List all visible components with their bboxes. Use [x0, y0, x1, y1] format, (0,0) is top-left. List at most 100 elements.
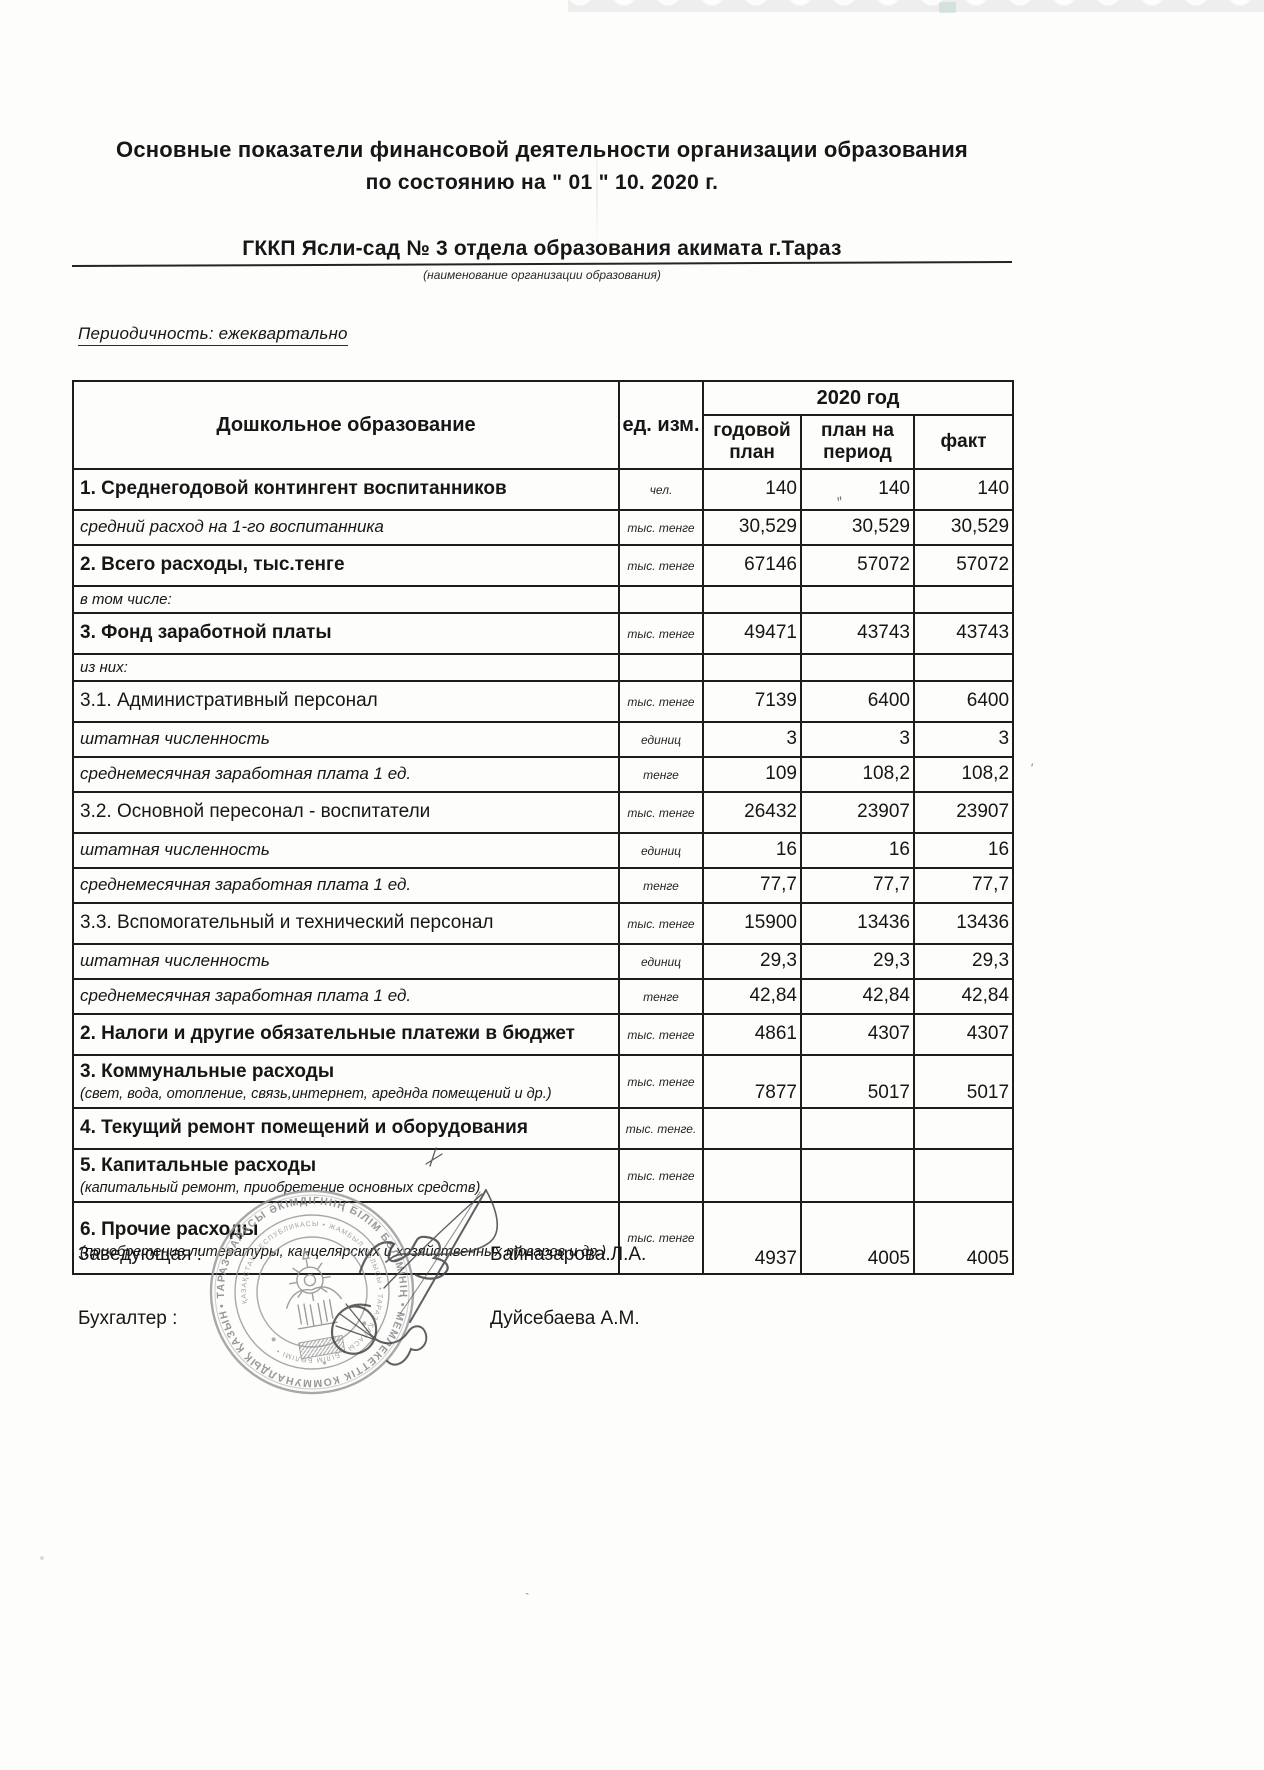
row-period-plan-cell: 3: [800, 721, 915, 758]
row-unit-cell: тыс. тенге: [618, 1148, 704, 1203]
row-label-cell: средний расход на 1-го воспитанника: [72, 509, 620, 546]
row-annual-plan-cell: 4861: [702, 1013, 802, 1056]
row-period-plan-cell: 108,2: [800, 756, 915, 793]
row-label: штатная численность: [80, 840, 270, 860]
round-seal-stamp: • ТАРАЗ ҚАЛАСЫ ӘКІМДІГІНІҢ БІЛІМ БӨЛІМІН…: [200, 1184, 424, 1400]
row-period-plan-cell: 43743: [800, 612, 915, 655]
row-label: 3.1. Административный персонал: [80, 690, 378, 712]
row-label: средний расход на 1-го воспитанника: [80, 517, 384, 537]
signature-role: Заведующая :: [78, 1244, 202, 1265]
kazakhstan-emblem-icon: [285, 1248, 343, 1330]
signature-stroke: [399, 1191, 481, 1315]
row-period-plan-cell: [800, 585, 915, 614]
document-title: Основные показатели финансовой деятельно…: [72, 136, 1012, 196]
row-unit-cell: тыс. тенге: [618, 1013, 704, 1056]
accountant-signature-hatch: [335, 1303, 377, 1341]
row-label: 4. Текущий ремонт помещений и оборудован…: [80, 1117, 528, 1139]
row-annual-plan-cell: 42,84: [702, 978, 802, 1015]
table-row: среднемесячная заработная плата 1 ед. тен…: [72, 867, 1015, 904]
ink-speck: `: [523, 1589, 535, 1606]
row-fact-cell: 6400: [912, 680, 1015, 723]
row-period-plan-cell: 5017: [800, 1054, 915, 1109]
row-annual-plan-cell: 3: [702, 721, 802, 758]
row-label-cell: штатная численность: [72, 832, 620, 869]
table-row: среднемесячная заработная плата 1 ед. тен…: [72, 978, 1015, 1015]
row-period-plan-cell: 13436: [800, 902, 915, 945]
table-row: 3.1. Административный персонал тыс. тенге…: [72, 680, 1015, 723]
row-fact-cell: 29,3: [912, 943, 1015, 980]
table-row: штатная численность единиц 29,3 29,3 29,3: [72, 943, 1015, 980]
row-fact-cell: 108,2: [912, 756, 1015, 793]
row-label: 1. Среднегодовой контингент воспитаннико…: [80, 478, 507, 500]
row-label-cell: 2. Налоги и другие обязательные платежи …: [72, 1013, 620, 1056]
row-annual-plan-cell: [702, 1107, 802, 1150]
row-fact-cell: 3: [912, 721, 1015, 758]
row-fact-cell: 16: [912, 832, 1015, 869]
accountant-signature-loop: [330, 1303, 378, 1355]
row-label-cell: 3.1. Административный персонал: [72, 680, 620, 723]
row-unit-cell: тенге: [618, 756, 704, 793]
table-row: средний расход на 1-го воспитанника тыс. …: [72, 509, 1015, 546]
row-annual-plan-cell: 7877: [702, 1054, 802, 1109]
signature-stroke: [385, 1189, 498, 1263]
row-label-cell: штатная численность: [72, 943, 620, 980]
row-fact-cell: 42,84: [912, 978, 1015, 1015]
column-header-unit: ед. изм.: [618, 380, 704, 470]
row-period-plan-cell: 23907: [800, 791, 915, 834]
financial-indicators-table: Дошкольное образование ед. изм. 2020 год…: [72, 380, 1015, 1275]
row-period-plan-cell: 140: [800, 468, 915, 511]
signature-stroke: [425, 1147, 443, 1167]
row-label: 3.2. Основной пересонал - воспитатели: [80, 801, 431, 823]
row-label: в том числе:: [80, 590, 172, 608]
row-label: 2. Налоги и другие обязательные платежи …: [80, 1023, 575, 1045]
row-label: 3. Фонд заработной платы: [80, 622, 332, 644]
row-label: из них:: [80, 658, 128, 676]
column-header-year-group: 2020 год: [701, 380, 1015, 416]
director-signature-scribble: [358, 1235, 449, 1280]
signature-line-accountant: Бухгалтер : Дуйсебаева А.М.: [78, 1308, 778, 1372]
table-row: 3.2. Основной пересонал - воспитатели тыс…: [72, 791, 1015, 834]
row-annual-plan-cell: 29,3: [702, 943, 802, 980]
row-label: штатная численность: [80, 729, 270, 749]
table-row: 2. Налоги и другие обязательные платежи …: [72, 1013, 1015, 1056]
row-label: среднемесячная заработная плата 1 ед.: [80, 764, 412, 784]
row-period-plan-cell: 16: [800, 832, 915, 869]
table-row: 6. Прочие расходы (приобретение литератур…: [72, 1201, 1015, 1275]
row-period-plan-cell: 57072: [800, 544, 915, 587]
row-label-cell: 5. Капитальные расходы (капитальный ремон…: [72, 1148, 620, 1203]
signature-line-director: Заведующая : Байназарова.Л.А.: [78, 1244, 778, 1308]
row-label-cell: штатная численность: [72, 721, 620, 758]
row-unit-cell: единиц: [618, 832, 704, 869]
row-unit-cell: тыс. тенге: [618, 612, 704, 655]
row-period-plan-cell: [800, 653, 915, 682]
row-unit-cell: тыс. тенге: [618, 544, 704, 587]
table-row: 5. Капитальные расходы (капитальный ремон…: [72, 1148, 1015, 1203]
row-annual-plan-cell: 7139: [702, 680, 802, 723]
row-annual-plan-cell: [702, 653, 802, 682]
row-fact-cell: 57072: [912, 544, 1015, 587]
row-label-cell: 6. Прочие расходы (приобретение литератур…: [72, 1201, 620, 1275]
row-label: среднемесячная заработная плата 1 ед.: [80, 986, 412, 1006]
column-header-period-plan: план на период: [800, 414, 915, 470]
row-label-cell: из них:: [72, 653, 620, 682]
periodicity-note: Периодичность: ежеквартально: [78, 324, 348, 346]
column-header-fact: факт: [912, 414, 1015, 470]
row-fact-cell: 13436: [912, 902, 1015, 945]
table-row: штатная численность единиц 16 16 16: [72, 832, 1015, 869]
table-row: 3. Фонд заработной платы тыс. тенге 49471 4…: [72, 612, 1015, 655]
row-period-plan-cell: 6400: [800, 680, 915, 723]
row-label: 5. Капитальные расходы: [80, 1154, 317, 1176]
row-label-cell: 1. Среднегодовой контингент воспитаннико…: [72, 468, 620, 511]
row-sublabel: (свет, вода, отопление, связь,интернет, …: [80, 1085, 552, 1102]
row-annual-plan-cell: 15900: [702, 902, 802, 945]
row-label-cell: 3.2. Основной пересонал - воспитатели: [72, 791, 620, 834]
table-row: в том числе:: [72, 585, 1015, 614]
row-unit-cell: тыс. тенге: [618, 680, 704, 723]
row-fact-cell: 30,529: [912, 509, 1015, 546]
signature-block: Заведующая : Байназарова.Л.А. Бухгалтер …: [78, 1244, 778, 1372]
scan-color-speck: [939, 2, 956, 13]
table-header: Дошкольное образование ед. изм. 2020 год…: [72, 380, 1015, 470]
row-annual-plan-cell: 4937: [702, 1201, 802, 1275]
row-label: 3.3. Вспомогательный и технический персо…: [80, 912, 494, 934]
